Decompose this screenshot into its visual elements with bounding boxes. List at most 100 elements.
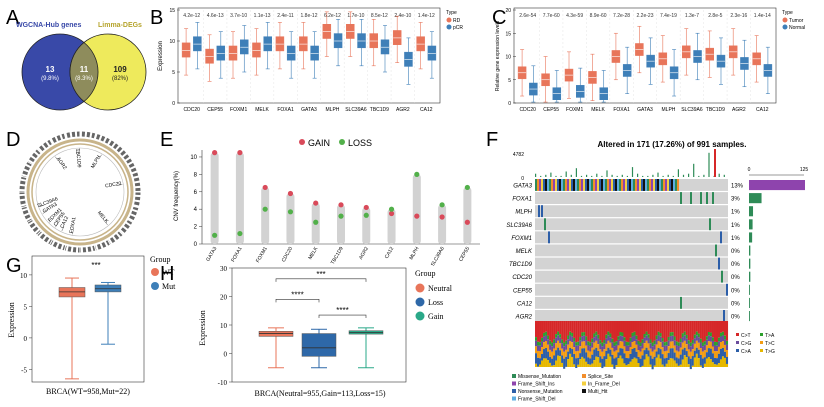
- snv-segment: [565, 340, 568, 345]
- snv-segment: [615, 341, 618, 345]
- snv-segment: [557, 340, 560, 348]
- mutation-cell: [611, 179, 613, 191]
- panel-g-xlabel: BRCA(WT=958,Mut=22): [46, 387, 130, 396]
- tmb-bar: [540, 175, 542, 177]
- snv-segment: [543, 349, 546, 359]
- snv-segment: [673, 345, 676, 353]
- mutation-cell: [613, 179, 615, 191]
- snv-segment: [549, 356, 552, 363]
- snv-segment: [643, 321, 646, 335]
- snv-segment: [563, 358, 566, 369]
- snv-segment: [573, 347, 576, 355]
- snv-segment: [623, 337, 626, 341]
- mutation-cell: [700, 192, 702, 204]
- snv-segment: [629, 346, 632, 354]
- snv-segment: [597, 357, 600, 367]
- loss-point: [313, 219, 319, 225]
- circos-gene-tick: [49, 218, 54, 223]
- snv-segment: [667, 340, 670, 347]
- box-pcr: [216, 45, 226, 61]
- snv-segment: [559, 343, 562, 351]
- snv-segment: [567, 359, 570, 367]
- snv-segment: [677, 321, 680, 343]
- snv-segment: [609, 333, 612, 338]
- tmb-bar: [647, 175, 649, 177]
- category-label: GATA3: [637, 107, 653, 113]
- box-rd: [205, 48, 214, 64]
- snv-segment: [591, 342, 594, 348]
- gain-point: [237, 150, 243, 156]
- gain-point: [363, 204, 369, 211]
- snv-segment: [665, 341, 668, 346]
- gene-row-bg: [535, 218, 728, 231]
- snv-segment: [579, 353, 582, 360]
- snv-segment: [549, 349, 552, 357]
- snv-segment: [663, 345, 666, 352]
- snv-segment: [597, 338, 600, 345]
- snv-segment: [631, 321, 634, 333]
- oncoplot-top-min: 0: [521, 176, 524, 182]
- mutation-cell: [723, 310, 725, 322]
- snv-segment: [571, 321, 574, 333]
- tmb-bar: [586, 174, 588, 177]
- snv-segment: [541, 341, 544, 348]
- snv-segment: [697, 333, 700, 338]
- gene-label: SLC39A6: [506, 223, 532, 229]
- snv-segment: [569, 347, 572, 354]
- snv-segment: [681, 349, 684, 360]
- gene-percent: 1%: [731, 223, 740, 229]
- snv-segment: [675, 341, 678, 346]
- tmb-bar: [718, 173, 720, 177]
- snv-segment: [681, 342, 684, 350]
- snv-segment: [649, 355, 652, 365]
- variant-legend-label: Missense_Mutation: [518, 374, 561, 380]
- panel-g-legend-wt-dot: [151, 268, 159, 276]
- box-rd: [346, 24, 355, 39]
- snv-segment: [641, 365, 644, 367]
- mutation-cell: [583, 179, 585, 191]
- circos-chrom-gap: [20, 175, 28, 179]
- cnv-bar: [235, 152, 244, 244]
- panel-label-b: B: [150, 7, 163, 29]
- snv-segment: [657, 354, 660, 367]
- box-pcr: [310, 45, 319, 61]
- snv-segment: [581, 321, 584, 333]
- panel-e-ylabel: CNV frequency(%): [174, 171, 180, 221]
- snv-segment: [695, 321, 698, 332]
- gain-point: [439, 214, 445, 220]
- category-label: FOXM1: [566, 107, 583, 113]
- snv-segment: [549, 344, 552, 350]
- panel-e-legend-gain: GAIN: [308, 138, 330, 148]
- mutation-cell: [547, 179, 549, 191]
- pvalue-label: 1.4e-12: [418, 13, 435, 19]
- snv-segment: [599, 362, 602, 367]
- gain-point: [338, 202, 344, 208]
- snv-segment: [719, 341, 723, 349]
- snv-segment: [643, 334, 646, 338]
- snv-segment: [711, 353, 714, 363]
- snv-segment: [551, 351, 554, 359]
- snv-legend-label: T>G: [765, 349, 775, 355]
- snv-segment: [639, 351, 642, 359]
- snv-segment: [687, 356, 690, 365]
- y-tick-label: 0: [172, 101, 175, 107]
- snv-segment: [613, 346, 616, 352]
- snv-segment: [701, 346, 704, 352]
- snv-segment: [555, 350, 558, 361]
- snv-segment: [659, 333, 662, 337]
- snv-segment: [675, 357, 678, 364]
- snv-segment: [587, 357, 590, 365]
- gene-label: AGR2: [515, 315, 533, 321]
- snv-segment: [577, 321, 580, 342]
- y-tick-label: 20: [505, 8, 511, 14]
- circos-ring-2: [26, 138, 134, 246]
- circos-chrom-gap: [107, 239, 111, 246]
- mutation-cell: [551, 179, 553, 191]
- snv-segment: [693, 334, 696, 339]
- tmb-bar: [677, 169, 679, 177]
- snv-segment: [725, 363, 729, 367]
- cnv-bar: [261, 187, 270, 244]
- y-tick-label: 10: [20, 272, 28, 280]
- gene-count-bar: [749, 311, 750, 322]
- snv-segment: [651, 346, 654, 352]
